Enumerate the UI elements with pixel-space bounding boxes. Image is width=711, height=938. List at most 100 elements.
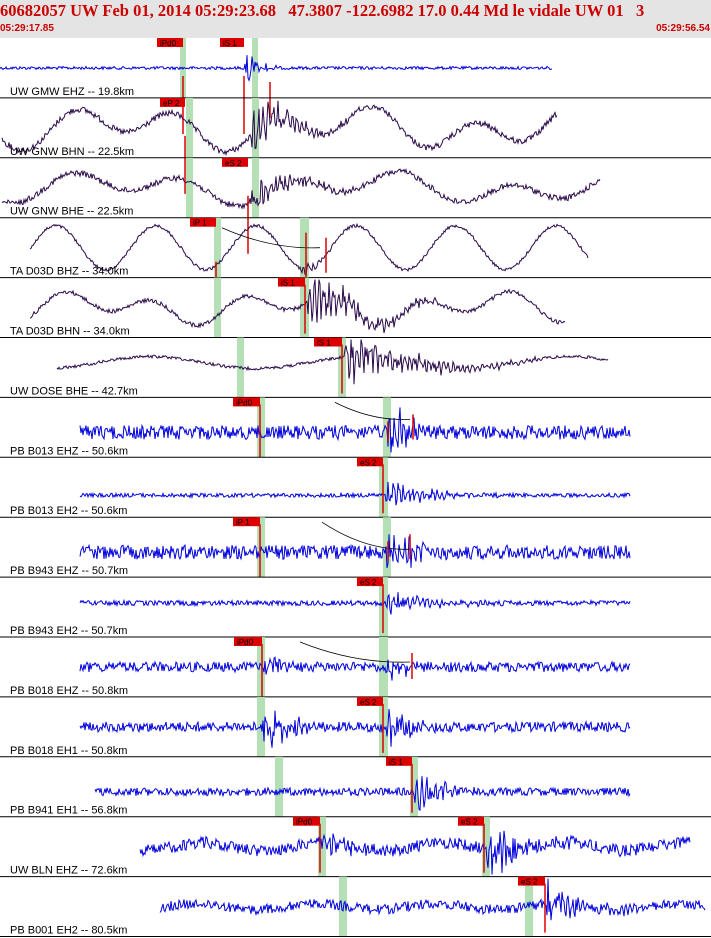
- station-label: PB B943 EH2 -- 50.7km: [10, 625, 127, 637]
- waveform-trace: [79, 534, 631, 569]
- pick-label: iPd0: [237, 638, 254, 647]
- pick-box[interactable]: [234, 637, 262, 646]
- pick-window: [214, 217, 221, 278]
- pick-window: [214, 277, 221, 338]
- pick-label: iP 1: [193, 219, 207, 228]
- pick-label: eS 2: [225, 159, 242, 168]
- trace-panel[interactable]: eS 2 PB B943 EH2 -- 50.7km: [0, 577, 711, 638]
- pick-window: [275, 756, 283, 817]
- station-label: UW DOSE BHE -- 42.7km: [10, 385, 138, 397]
- trace-panel[interactable]: iPd0 eS 2 UW BLN EHZ -- 72.6km: [0, 816, 711, 878]
- station-label: PB B943 EHZ -- 50.7km: [10, 565, 128, 577]
- event-title: 60682057 UW Feb 01, 2014 05:29:23.68 47.…: [0, 1, 645, 20]
- waveform-trace: [79, 708, 631, 748]
- pick-label: iS 1: [223, 39, 237, 48]
- pick-label: eS 2: [461, 818, 478, 827]
- pick-box[interactable]: [386, 756, 412, 766]
- pick-box[interactable]: [157, 38, 183, 47]
- pick-window: [257, 397, 265, 458]
- waveform-trace: [94, 776, 631, 812]
- pick-window: [186, 97, 193, 158]
- waveform-trace: [79, 592, 631, 615]
- pick-window: [257, 637, 265, 697]
- start-time: 05:29:17.85: [0, 23, 54, 34]
- waveform-trace: [1, 167, 601, 210]
- pick-box[interactable]: [222, 157, 248, 167]
- pick-box[interactable]: [314, 337, 342, 347]
- station-label: UW GNW BHE -- 22.5km: [10, 206, 133, 218]
- trace-panel[interactable]: eS 2 UW GNW BHE -- 22.5km: [0, 157, 711, 254]
- waveform-trace: [139, 830, 691, 875]
- pick-box[interactable]: [458, 816, 484, 826]
- pick-window: [252, 97, 259, 158]
- trace-panel[interactable]: eS 2 PB B013 EH2 -- 50.6km: [0, 457, 711, 518]
- waveform-trace: [29, 222, 589, 277]
- station-label: PB B013 EHZ -- 50.6km: [10, 445, 128, 457]
- pick-window: [339, 876, 347, 937]
- trace-panel[interactable]: iPd0 iS 1 UW GMW EHZ -- 19.8km: [0, 38, 711, 134]
- station-label: UW BLN EHZ -- 72.6km: [10, 865, 127, 877]
- trace-panel[interactable]: iP 1 PB B943 EHZ -- 50.7km: [0, 517, 711, 578]
- pick-box[interactable]: [233, 397, 260, 407]
- pick-label: iPd0: [236, 398, 253, 407]
- pick-window: [186, 157, 193, 218]
- pick-label: iP 1: [236, 518, 250, 527]
- waveform-trace: [79, 407, 631, 453]
- pick-window: [252, 38, 258, 98]
- pick-box[interactable]: [357, 696, 383, 706]
- station-label: UW GMW EHZ -- 19.8km: [10, 86, 134, 98]
- pick-box[interactable]: [233, 517, 260, 527]
- pick-window: [410, 756, 418, 817]
- trace-panel[interactable]: iP 1 TA D03D BHZ -- 34.0km: [0, 217, 711, 313]
- trace-panel[interactable]: eP 2 UW GNW BHN -- 22.5km: [0, 97, 711, 194]
- arrival-curve: [334, 402, 411, 420]
- pick-window: [180, 38, 186, 98]
- trace-panel[interactable]: eS 2 PB B001 EH2 -- 80.5km: [0, 876, 711, 937]
- station-label: PB B013 EH2 -- 50.6km: [10, 505, 127, 517]
- trace-panel[interactable]: iPd0 PB B018 EHZ -- 50.8km: [0, 637, 711, 698]
- pick-label: eS 2: [360, 458, 377, 467]
- pick-label: iS 1: [317, 339, 331, 348]
- pick-box[interactable]: [293, 816, 320, 826]
- station-label: UW GNW BHN -- 22.5km: [10, 146, 134, 158]
- waveform-trace: [79, 481, 631, 506]
- trace-panel[interactable]: iS 1 UW DOSE BHE -- 42.7km: [0, 337, 711, 398]
- waveform-trace: [159, 878, 706, 921]
- waveform-trace: [79, 656, 631, 681]
- pick-box[interactable]: [160, 97, 185, 107]
- end-time: 05:29:56.54: [656, 23, 710, 34]
- pick-label: iPd0: [296, 818, 313, 827]
- header-bar: 60682057 UW Feb 01, 2014 05:29:23.68 47.…: [0, 0, 711, 38]
- waveform-trace: [0, 55, 553, 82]
- pick-window: [252, 157, 259, 218]
- trace-panel[interactable]: eS 2 PB B018 EH1 -- 50.8km: [0, 696, 711, 758]
- station-label: PB B001 EH2 -- 80.5km: [10, 925, 127, 937]
- pick-label: eS 2: [360, 698, 377, 707]
- station-label: TA D03D BHZ -- 34.0km: [10, 266, 128, 278]
- pick-label: iS 1: [389, 758, 403, 767]
- arrival-curve: [321, 521, 411, 550]
- waveform-trace: [1, 100, 558, 157]
- station-label: PB B018 EHZ -- 50.8km: [10, 685, 128, 697]
- arrival-curve: [299, 641, 411, 663]
- pick-window: [383, 517, 391, 578]
- pick-label: eS 2: [360, 578, 377, 587]
- pick-window: [383, 397, 391, 458]
- trace-panel[interactable]: iPd0 PB B013 EHZ -- 50.6km: [0, 397, 711, 458]
- station-label: PB B018 EH1 -- 50.8km: [10, 745, 127, 757]
- trace-panel[interactable]: iS 1 TA D03D BHN -- 34.0km: [0, 277, 711, 339]
- waveform-trace: [56, 339, 609, 385]
- pick-box[interactable]: [518, 876, 545, 886]
- waveform-trace: [29, 279, 566, 334]
- trace-panel[interactable]: iS 1 PB B941 EH1 -- 56.8km: [0, 756, 711, 818]
- pick-label: iPd0: [160, 39, 177, 48]
- station-label: TA D03D BHN -- 34.0km: [10, 326, 130, 338]
- pick-box[interactable]: [357, 577, 383, 587]
- pick-box[interactable]: [190, 217, 216, 227]
- pick-label: eP 2: [163, 99, 180, 108]
- pick-box[interactable]: [220, 38, 244, 47]
- pick-box[interactable]: [278, 277, 305, 287]
- pick-box[interactable]: [357, 457, 383, 467]
- arrival-curve: [221, 227, 321, 249]
